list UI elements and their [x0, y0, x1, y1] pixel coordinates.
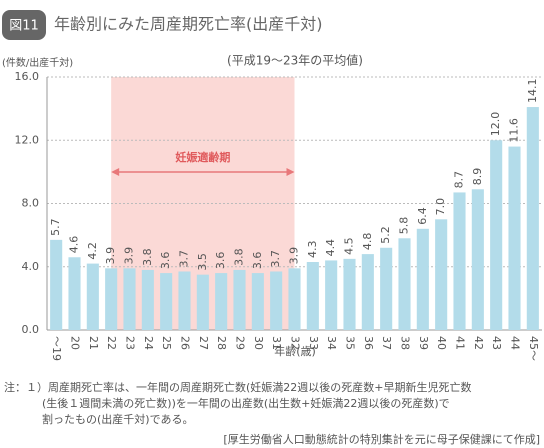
bar [215, 273, 228, 330]
bar [416, 228, 429, 330]
x-tick-label: 22 [105, 336, 118, 350]
bar [435, 219, 448, 330]
x-tick-label: 25 [160, 336, 173, 350]
x-tick-label: 40 [435, 336, 448, 350]
bar [526, 107, 539, 330]
bar [105, 268, 118, 330]
value-label: 5.8 [398, 217, 411, 235]
bar [398, 238, 411, 330]
badge: 図11 [9, 19, 39, 34]
bar [233, 269, 246, 330]
bar [178, 271, 191, 330]
value-label: 3.9 [123, 247, 136, 265]
bar [288, 268, 301, 330]
value-label: 4.3 [306, 241, 319, 259]
note: (生後１週間未満の死亡数))を一年間の出産数(出生数+妊娠満22週以後の死産数)… [42, 396, 450, 410]
x-tick-label: 33 [307, 336, 320, 350]
x-tick-label: 28 [215, 336, 228, 350]
value-label: 3.8 [141, 248, 154, 266]
value-label: 8.9 [471, 168, 484, 186]
bar [141, 269, 154, 330]
bar [361, 254, 374, 330]
x-tick-label: 36 [362, 336, 375, 350]
x-tick-label: 34 [325, 336, 338, 350]
source: [厚生労働省人口動態統計の特別集計を元に母子保健課にて作成] [223, 432, 540, 446]
y-tick-label: 4.0 [22, 260, 40, 273]
highlight-label: 妊娠適齢期 [175, 150, 230, 164]
value-label: 5.2 [379, 226, 392, 244]
x-tick-label: 27 [197, 336, 210, 350]
bar [123, 268, 136, 330]
value-label: 4.6 [68, 236, 81, 254]
x-tick-label: 45～ [527, 336, 540, 361]
x-tick-label: 38 [399, 336, 412, 350]
bar [471, 189, 484, 330]
value-label: 14.1 [526, 79, 539, 104]
x-tick-label: 41 [454, 336, 467, 350]
subtitle: (平成19～23年の平均値) [227, 53, 363, 68]
x-tick-label: 30 [252, 336, 265, 350]
value-label: 5.7 [49, 218, 62, 236]
bar [251, 273, 264, 330]
bar [490, 140, 503, 330]
y-tick-label: 16.0 [15, 70, 40, 83]
x-tick-label: 43 [490, 336, 503, 350]
bar [270, 271, 283, 330]
badge-bg [2, 10, 46, 40]
x-tick-label: 44 [509, 336, 522, 350]
x-tick-label: 32 [289, 336, 302, 350]
bar [453, 192, 466, 330]
value-label: 3.6 [251, 252, 264, 270]
x-tick-label: 42 [472, 336, 485, 350]
y-tick-label: 0.0 [22, 323, 40, 336]
x-tick-label: 23 [124, 336, 137, 350]
value-label: 3.8 [233, 248, 246, 266]
value-label: 3.6 [159, 252, 172, 270]
y-axis-label: (件数/出産千対) [2, 56, 73, 69]
bar [50, 239, 63, 330]
chart-title: 年齢別にみた周産期死亡率(出産千対) [54, 15, 323, 34]
x-tick-label: 35 [344, 336, 357, 350]
note: 注：１）周産期死亡率は、一年間の周産期死亡数(妊娠満22週以後の死産数+早期新生… [4, 380, 472, 394]
x-tick-label: 20 [69, 336, 82, 350]
bar [306, 262, 319, 330]
bar [68, 257, 81, 330]
y-tick-label: 8.0 [22, 197, 40, 210]
value-label: 3.9 [104, 247, 117, 265]
value-label: 4.8 [361, 233, 374, 251]
value-label: 11.6 [508, 118, 521, 143]
value-label: 3.6 [214, 252, 227, 270]
x-tick-label: 24 [142, 336, 155, 350]
bar [508, 146, 521, 330]
x-axis-label: 年齢(歳) [274, 344, 316, 358]
bar [325, 260, 338, 330]
value-label: 3.5 [196, 253, 209, 271]
value-label: 3.7 [269, 250, 282, 268]
bar [160, 273, 173, 330]
x-tick-label: 21 [87, 336, 100, 350]
value-label: 6.4 [416, 207, 429, 225]
value-label: 4.2 [86, 242, 99, 260]
x-tick-label: 31 [270, 336, 283, 350]
bar [86, 263, 99, 330]
x-tick-label: 39 [417, 336, 430, 350]
bar [196, 274, 209, 330]
value-label: 4.5 [343, 237, 356, 255]
x-tick-label: 37 [380, 336, 393, 350]
x-tick-label: ～19 [50, 336, 63, 361]
note: 割ったもの(出産千対)である。 [42, 412, 193, 426]
value-label: 3.7 [178, 250, 191, 268]
y-tick-label: 12.0 [15, 133, 40, 146]
value-label: 4.4 [324, 239, 337, 257]
bar [380, 247, 393, 330]
value-label: 8.7 [453, 171, 466, 189]
x-tick-label: 26 [179, 336, 192, 350]
bar [343, 258, 356, 330]
value-label: 7.0 [434, 198, 447, 216]
value-label: 12.0 [489, 112, 502, 136]
value-label: 3.9 [288, 247, 301, 265]
x-tick-label: 29 [234, 336, 247, 350]
